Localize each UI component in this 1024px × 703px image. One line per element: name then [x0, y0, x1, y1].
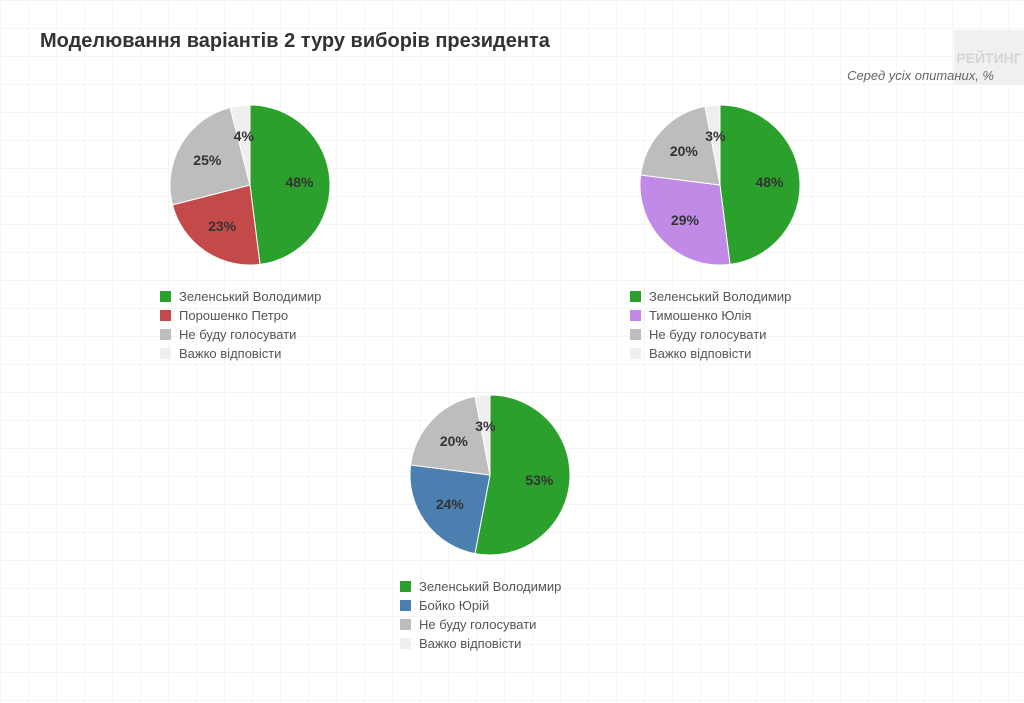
pie-slice-label: 48%: [285, 174, 313, 190]
pie-slice-label: 20%: [440, 433, 468, 449]
pie-slice-label: 29%: [671, 212, 699, 228]
chart-zel-por: 48% 23% 25% 4% Зеленський Володимир Порошенко…: [130, 95, 340, 365]
legend-item: Зеленський Володимир: [630, 289, 810, 304]
pie-chart: 53% 24% 20% 3%: [400, 385, 580, 565]
legend-label: Зеленський Володимир: [419, 579, 561, 594]
legend-item: Бойко Юрій: [400, 598, 580, 613]
legend-label: Бойко Юрій: [419, 598, 489, 613]
pie-slice-label: 48%: [755, 174, 783, 190]
legend-item: Не буду голосувати: [400, 617, 580, 632]
legend-item: Зеленський Володимир: [400, 579, 580, 594]
legend-swatch: [160, 310, 171, 321]
legend-label: Не буду голосувати: [179, 327, 296, 342]
pie-slice-label: 4%: [234, 128, 254, 144]
legend-swatch: [400, 600, 411, 611]
legend-item: Не буду голосувати: [160, 327, 340, 342]
legend-label: Важко відповісти: [179, 346, 281, 361]
legend-swatch: [400, 619, 411, 630]
legend-label: Порошенко Петро: [179, 308, 288, 323]
legend: Зеленський Володимир Тимошенко Юлія Не буд…: [630, 289, 810, 361]
pie-slice-label: 24%: [436, 496, 464, 512]
legend-swatch: [630, 348, 641, 359]
legend-item: Не буду голосувати: [630, 327, 810, 342]
legend-swatch: [400, 638, 411, 649]
pie-slice-label: 3%: [475, 418, 495, 434]
chart-zel-boy: 53% 24% 20% 3% Зеленський Володимир Бойко Юрі…: [370, 385, 580, 655]
legend-item: Тимошенко Юлія: [630, 308, 810, 323]
legend-swatch: [160, 348, 171, 359]
legend-label: Не буду голосувати: [649, 327, 766, 342]
legend-swatch: [630, 329, 641, 340]
legend-item: Важко відповісти: [400, 636, 580, 651]
pie-slice-label: 20%: [670, 143, 698, 159]
legend-label: Зеленський Володимир: [649, 289, 791, 304]
pie-chart: 48% 29% 20% 3%: [630, 95, 810, 275]
legend: Зеленський Володимир Порошенко Петро Не бу…: [160, 289, 340, 361]
legend-label: Важко відповісти: [419, 636, 521, 651]
legend: Зеленський Володимир Бойко Юрій Не буду го…: [400, 579, 580, 651]
legend-item: Важко відповісти: [630, 346, 810, 361]
legend-label: Не буду голосувати: [419, 617, 536, 632]
pie-slice-label: 25%: [193, 152, 221, 168]
legend-label: Тимошенко Юлія: [649, 308, 751, 323]
chart-zel-tym: 48% 29% 20% 3% Зеленський Володимир Тимошенко…: [600, 95, 810, 365]
pie-slice-label: 53%: [525, 472, 553, 488]
legend-swatch: [400, 581, 411, 592]
legend-item: Зеленський Володимир: [160, 289, 340, 304]
page-subtitle: Серед усіх опитаних, %: [847, 68, 994, 83]
legend-item: Порошенко Петро: [160, 308, 340, 323]
legend-swatch: [160, 291, 171, 302]
legend-item: Важко відповісти: [160, 346, 340, 361]
legend-label: Важко відповісти: [649, 346, 751, 361]
page-title: Моделювання варіантів 2 туру виборів пре…: [40, 30, 550, 53]
legend-swatch: [630, 291, 641, 302]
legend-swatch: [630, 310, 641, 321]
pie-slice-label: 23%: [208, 218, 236, 234]
legend-label: Зеленський Володимир: [179, 289, 321, 304]
pie-slice-label: 3%: [705, 128, 725, 144]
legend-swatch: [160, 329, 171, 340]
pie-chart: 48% 23% 25% 4%: [160, 95, 340, 275]
